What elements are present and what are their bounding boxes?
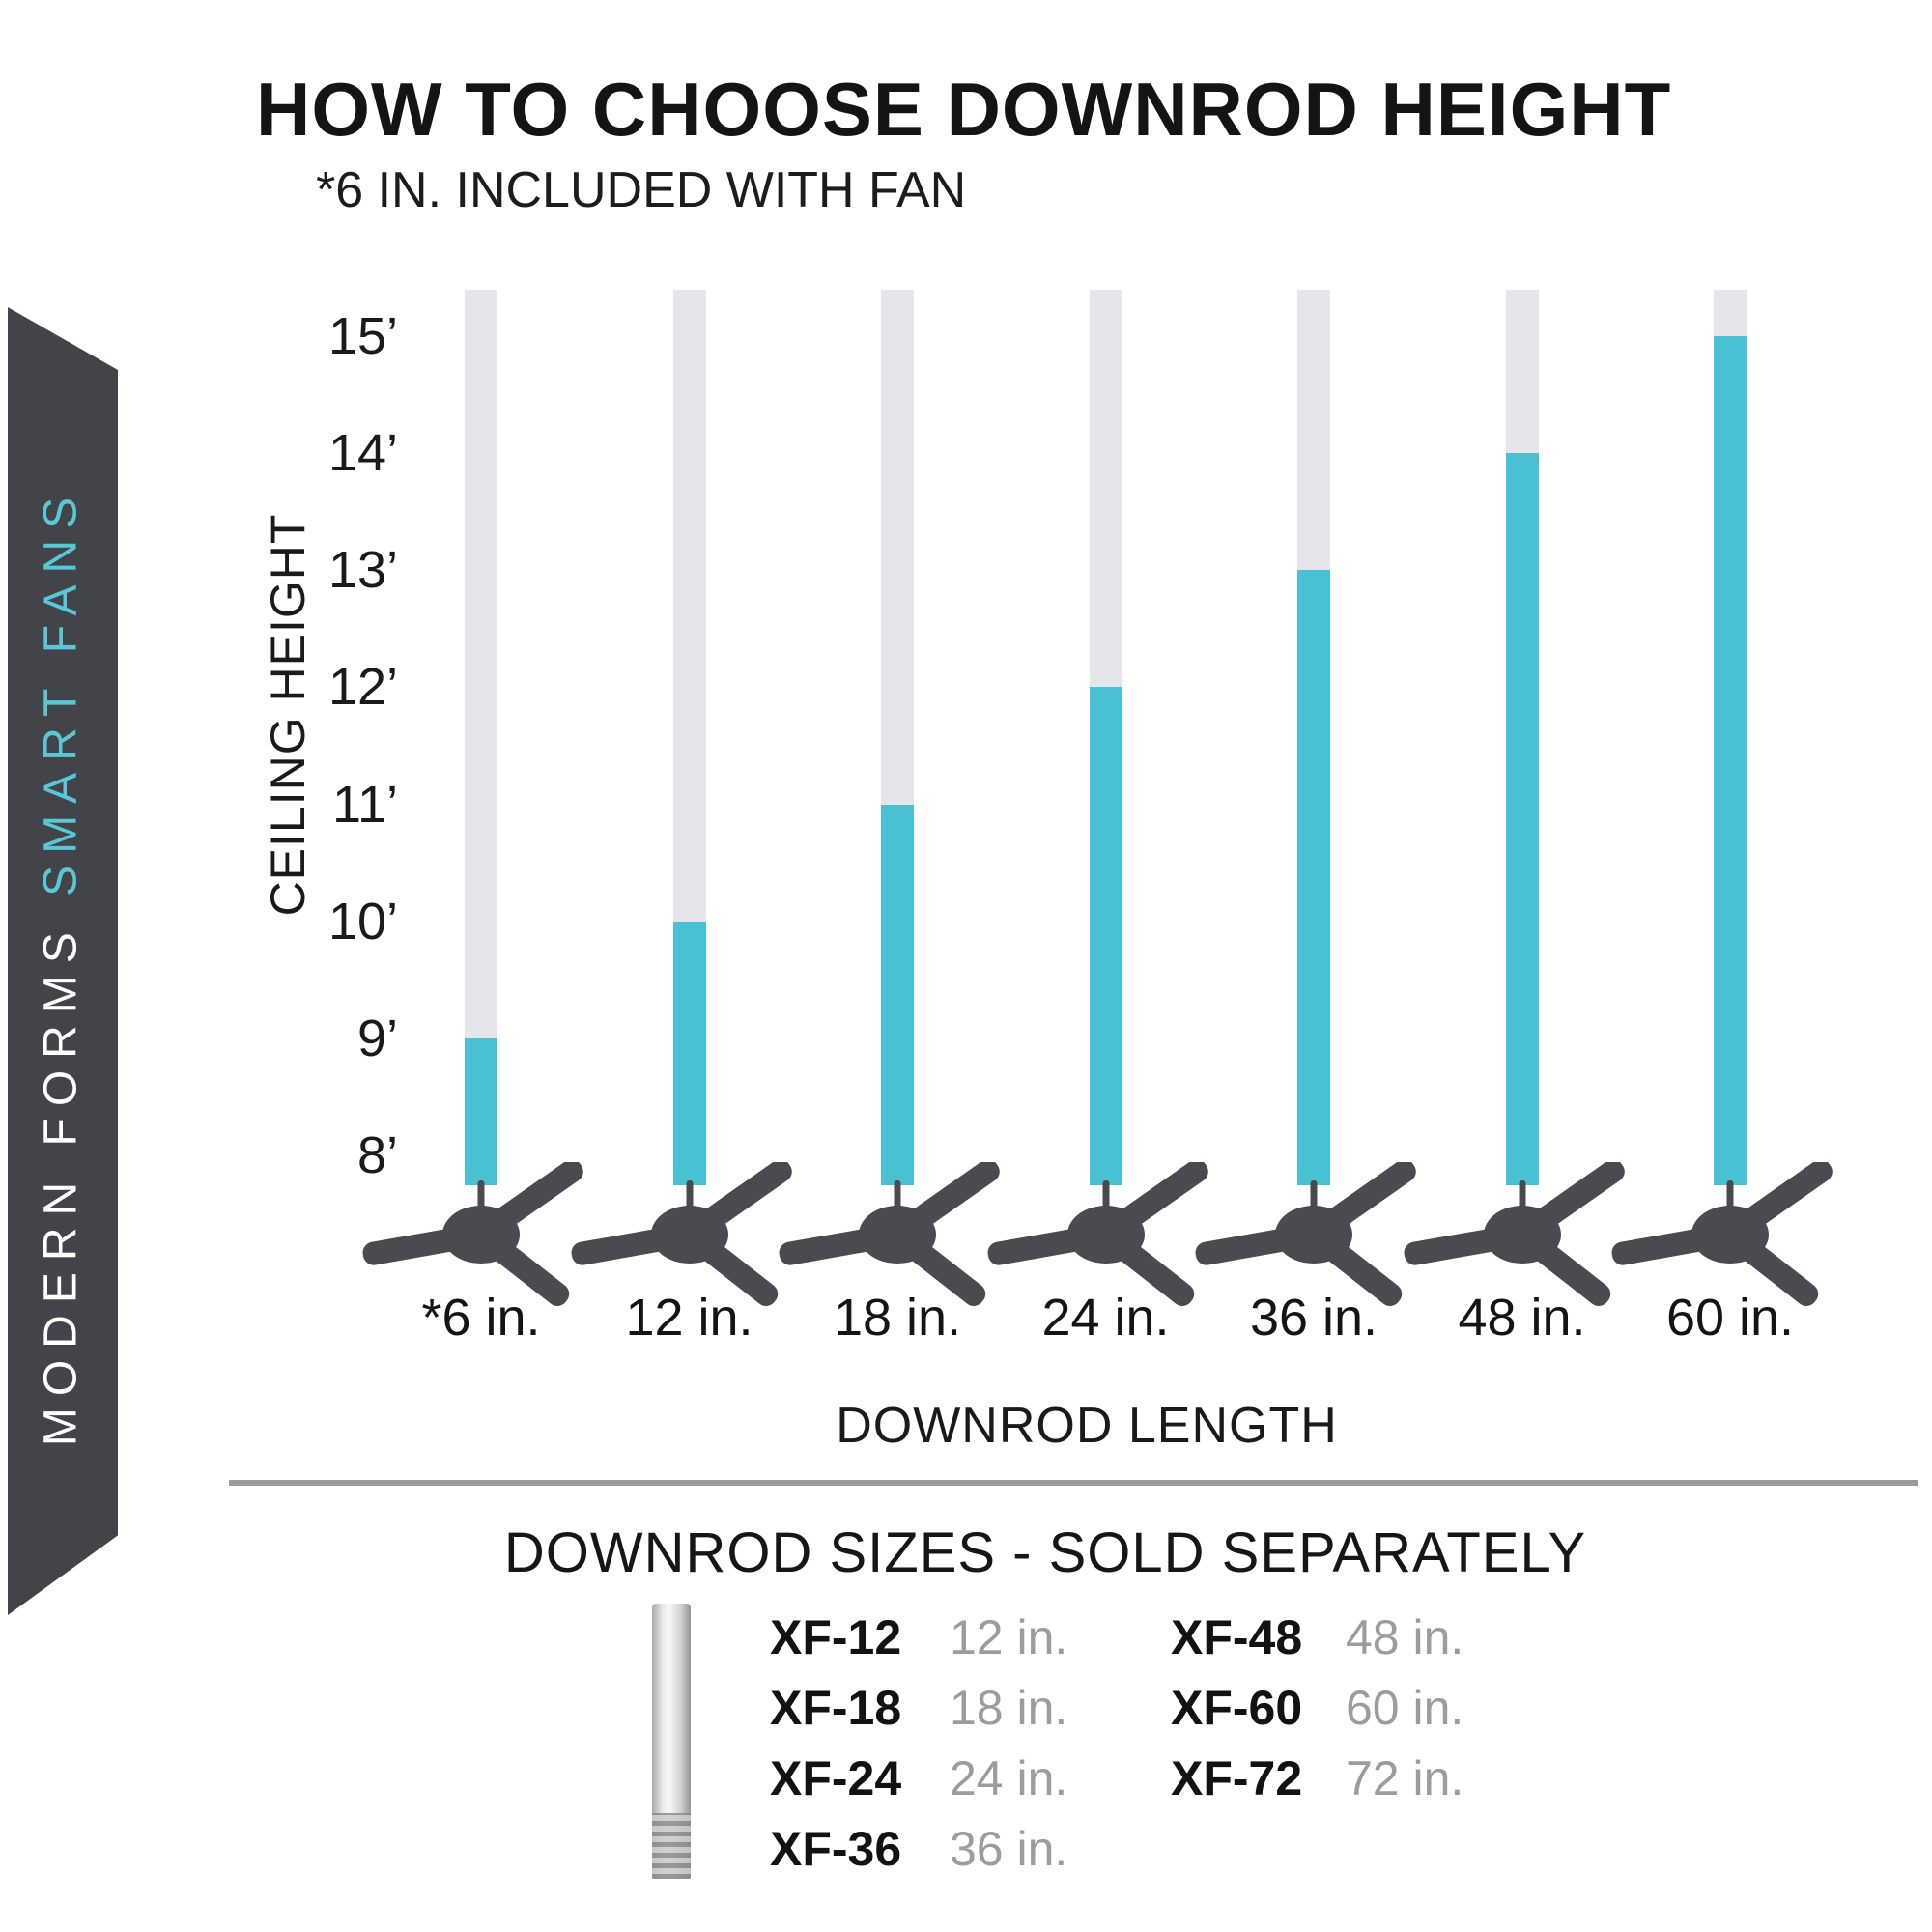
bar-fill [465, 1037, 497, 1185]
downrod-size: 48 in. [1346, 1610, 1464, 1664]
downrod-code: XF-24 [770, 1751, 902, 1805]
y-tick-label: 15’ [327, 307, 398, 365]
downrod-size: 72 in. [1346, 1751, 1464, 1805]
x-tick-label: 48 in. [1458, 1289, 1586, 1347]
downrod-code: XF-12 [770, 1610, 902, 1664]
ceiling-fan-icon [987, 1162, 1208, 1306]
bar-fill [1297, 570, 1330, 1185]
x-axis-title: DOWNROD LENGTH [836, 1398, 1338, 1454]
y-tick-label: 13’ [327, 541, 398, 600]
downrod-size: 18 in. [950, 1681, 1068, 1735]
downrod-code: XF-18 [770, 1681, 902, 1735]
bar-fill [1714, 336, 1747, 1185]
downrod-size: 60 in. [1346, 1681, 1464, 1735]
ceiling-fan-icon [571, 1162, 792, 1306]
y-tick-label: 11’ [331, 775, 398, 834]
downrod-threaded-end [652, 1813, 691, 1879]
bar-track [465, 290, 497, 1185]
bar-fill [672, 921, 706, 1185]
brand-tagline: SMART FANS [35, 485, 87, 896]
x-tick-label: 24 in. [1041, 1289, 1170, 1347]
y-tick-label: 14’ [327, 424, 398, 483]
downrod-size: 24 in. [950, 1751, 1068, 1805]
brand-ribbon-text: MODERN FORMS SMART FANS [35, 486, 88, 1446]
downrod-size: 36 in. [950, 1822, 1068, 1876]
x-tick-label: 36 in. [1249, 1289, 1378, 1347]
page-title: HOW TO CHOOSE DOWNROD HEIGHT [256, 67, 1672, 152]
bar-fill [1505, 453, 1539, 1185]
downrod-code: XF-60 [1171, 1681, 1303, 1735]
ceiling-fan-icon [1404, 1162, 1625, 1306]
section-divider [229, 1480, 1918, 1486]
ceiling-fan-icon [1611, 1162, 1833, 1306]
downrod-image [652, 1604, 691, 1879]
y-tick-label: 12’ [327, 658, 398, 717]
downrod-table-heading: DOWNROD SIZES - SOLD SEPARATELY [503, 1521, 1587, 1584]
downrod-code: XF-36 [770, 1822, 902, 1876]
y-tick-label: 8’ [356, 1126, 398, 1184]
brand-name: MODERN FORMS [35, 895, 87, 1447]
bar-fill [881, 804, 914, 1185]
y-tick-label: 9’ [356, 1009, 398, 1067]
downrod-code: XF-48 [1171, 1610, 1303, 1664]
brand-ribbon-background [8, 307, 118, 1615]
bar-fill [1089, 687, 1122, 1185]
brand-ribbon: MODERN FORMS SMART FANS [8, 307, 118, 1615]
page-subtitle: *6 IN. INCLUDED WITH FAN [316, 162, 967, 218]
x-tick-label: 18 in. [833, 1289, 962, 1347]
downrod-size: 12 in. [950, 1610, 1068, 1664]
ceiling-fan-icon [779, 1162, 1000, 1306]
x-tick-label: *6 in. [421, 1289, 541, 1347]
x-tick-label: 60 in. [1665, 1289, 1795, 1347]
y-tick-label: 10’ [327, 892, 398, 951]
x-tick-label: 12 in. [625, 1289, 753, 1347]
ceiling-fan-icon [362, 1162, 583, 1306]
downrod-code: XF-72 [1171, 1751, 1303, 1805]
ceiling-fan-icon [1195, 1162, 1416, 1306]
